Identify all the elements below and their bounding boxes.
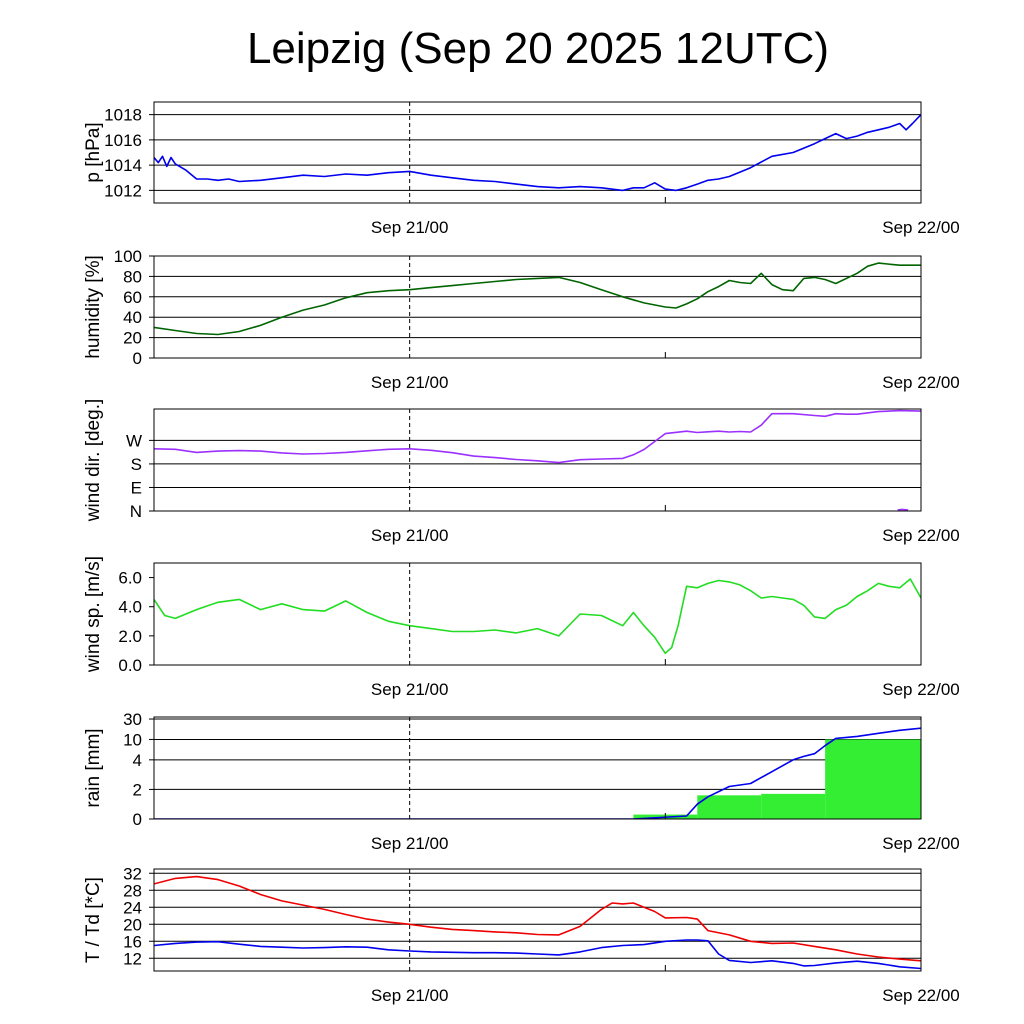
series-group — [154, 114, 921, 192]
y-axis-label: rain [mm] — [83, 728, 104, 807]
y-tick-label: 24 — [123, 898, 142, 917]
y-axis-label: humidity [%] — [83, 255, 104, 358]
y-tick-label: 32 — [123, 864, 142, 883]
y-tick-label: 1016 — [104, 131, 142, 150]
y-tick-label: S — [131, 455, 142, 474]
x-tick-label: Sep 22/00 — [882, 218, 960, 237]
series-group — [154, 409, 921, 511]
series-line-humidity — [154, 262, 921, 336]
x-tick-label: Sep 21/00 — [371, 218, 449, 237]
y-tick-label: 0 — [133, 349, 142, 368]
y-tick-label: 1012 — [104, 181, 142, 200]
rain-bar — [697, 795, 762, 819]
panel-frame — [153, 868, 922, 972]
y-tick-label: 20 — [123, 329, 142, 348]
y-tick-label: 1014 — [104, 156, 142, 175]
series-line-wind_dir_wrap — [897, 508, 909, 511]
y-tick-label: 28 — [123, 881, 142, 900]
rain-bar — [761, 793, 826, 819]
y-axis-label: T / Td [*C] — [83, 877, 104, 963]
y-tick-label: 12 — [123, 949, 142, 968]
y-tick-label: 0.0 — [118, 656, 142, 675]
x-tick-label: Sep 21/00 — [371, 526, 449, 545]
panel-3: 0.0 2.0 4.0 6.0 Sep 21/00 Sep 22/00 wind sp. [… — [83, 556, 960, 699]
series-line-temperature — [154, 875, 921, 962]
series-line-wind_speed — [154, 578, 921, 655]
x-tick-label: Sep 22/00 — [882, 986, 960, 1005]
series-line-dewpoint — [154, 939, 921, 970]
y-tick-label: 100 — [114, 247, 142, 266]
y-tick-label: W — [126, 431, 142, 450]
series-group — [154, 875, 921, 970]
y-axis-label: p [hPa] — [83, 122, 104, 182]
y-tick-label: 1018 — [104, 106, 142, 125]
y-tick-label: 30 — [123, 710, 142, 729]
y-tick-label: 4 — [133, 751, 142, 770]
x-tick-label: Sep 21/00 — [371, 373, 449, 392]
series-group — [154, 578, 921, 655]
y-tick-label: 80 — [123, 267, 142, 286]
panel-frame — [153, 716, 922, 820]
y-tick-label: 20 — [123, 915, 142, 934]
y-axis-label: wind dir. [deg.] — [83, 399, 104, 523]
y-axis-label: wind sp. [m/s] — [83, 556, 104, 673]
y-tick-label: 0 — [133, 810, 142, 829]
x-tick-label: Sep 21/00 — [371, 680, 449, 699]
panel-frame — [153, 562, 922, 666]
series-group — [154, 262, 921, 336]
y-tick-label: 4.0 — [118, 598, 142, 617]
x-tick-label: Sep 22/00 — [882, 373, 960, 392]
chart-title: Leipzig (Sep 20 2025 12UTC) — [246, 24, 830, 73]
series-line-wind_dir — [154, 409, 921, 464]
x-tick-label: Sep 22/00 — [882, 526, 960, 545]
y-tick-label: 16 — [123, 932, 142, 951]
series-group — [154, 727, 921, 819]
series-line-rain_accum — [154, 727, 921, 819]
y-tick-label: 2.0 — [118, 627, 142, 646]
panel-frame — [153, 255, 922, 359]
x-tick-label: Sep 22/00 — [882, 834, 960, 853]
x-tick-label: Sep 21/00 — [371, 834, 449, 853]
x-tick-label: Sep 21/00 — [371, 986, 449, 1005]
y-tick-label: N — [130, 502, 142, 521]
y-tick-label: 40 — [123, 308, 142, 327]
y-tick-label: 2 — [133, 780, 142, 799]
y-tick-label: 10 — [123, 730, 142, 749]
y-tick-label: 6.0 — [118, 569, 142, 588]
panel-frame — [153, 101, 922, 204]
y-tick-label: 60 — [123, 288, 142, 307]
panel-frame — [153, 408, 922, 512]
y-tick-label: E — [131, 478, 142, 497]
x-tick-label: Sep 22/00 — [882, 680, 960, 699]
panel-0: 1012 1014 1016 1018 Sep 21/00 Sep 22/00 p [hPa… — [83, 101, 960, 237]
rain-bar — [825, 739, 921, 819]
series-line-pressure — [154, 114, 921, 192]
